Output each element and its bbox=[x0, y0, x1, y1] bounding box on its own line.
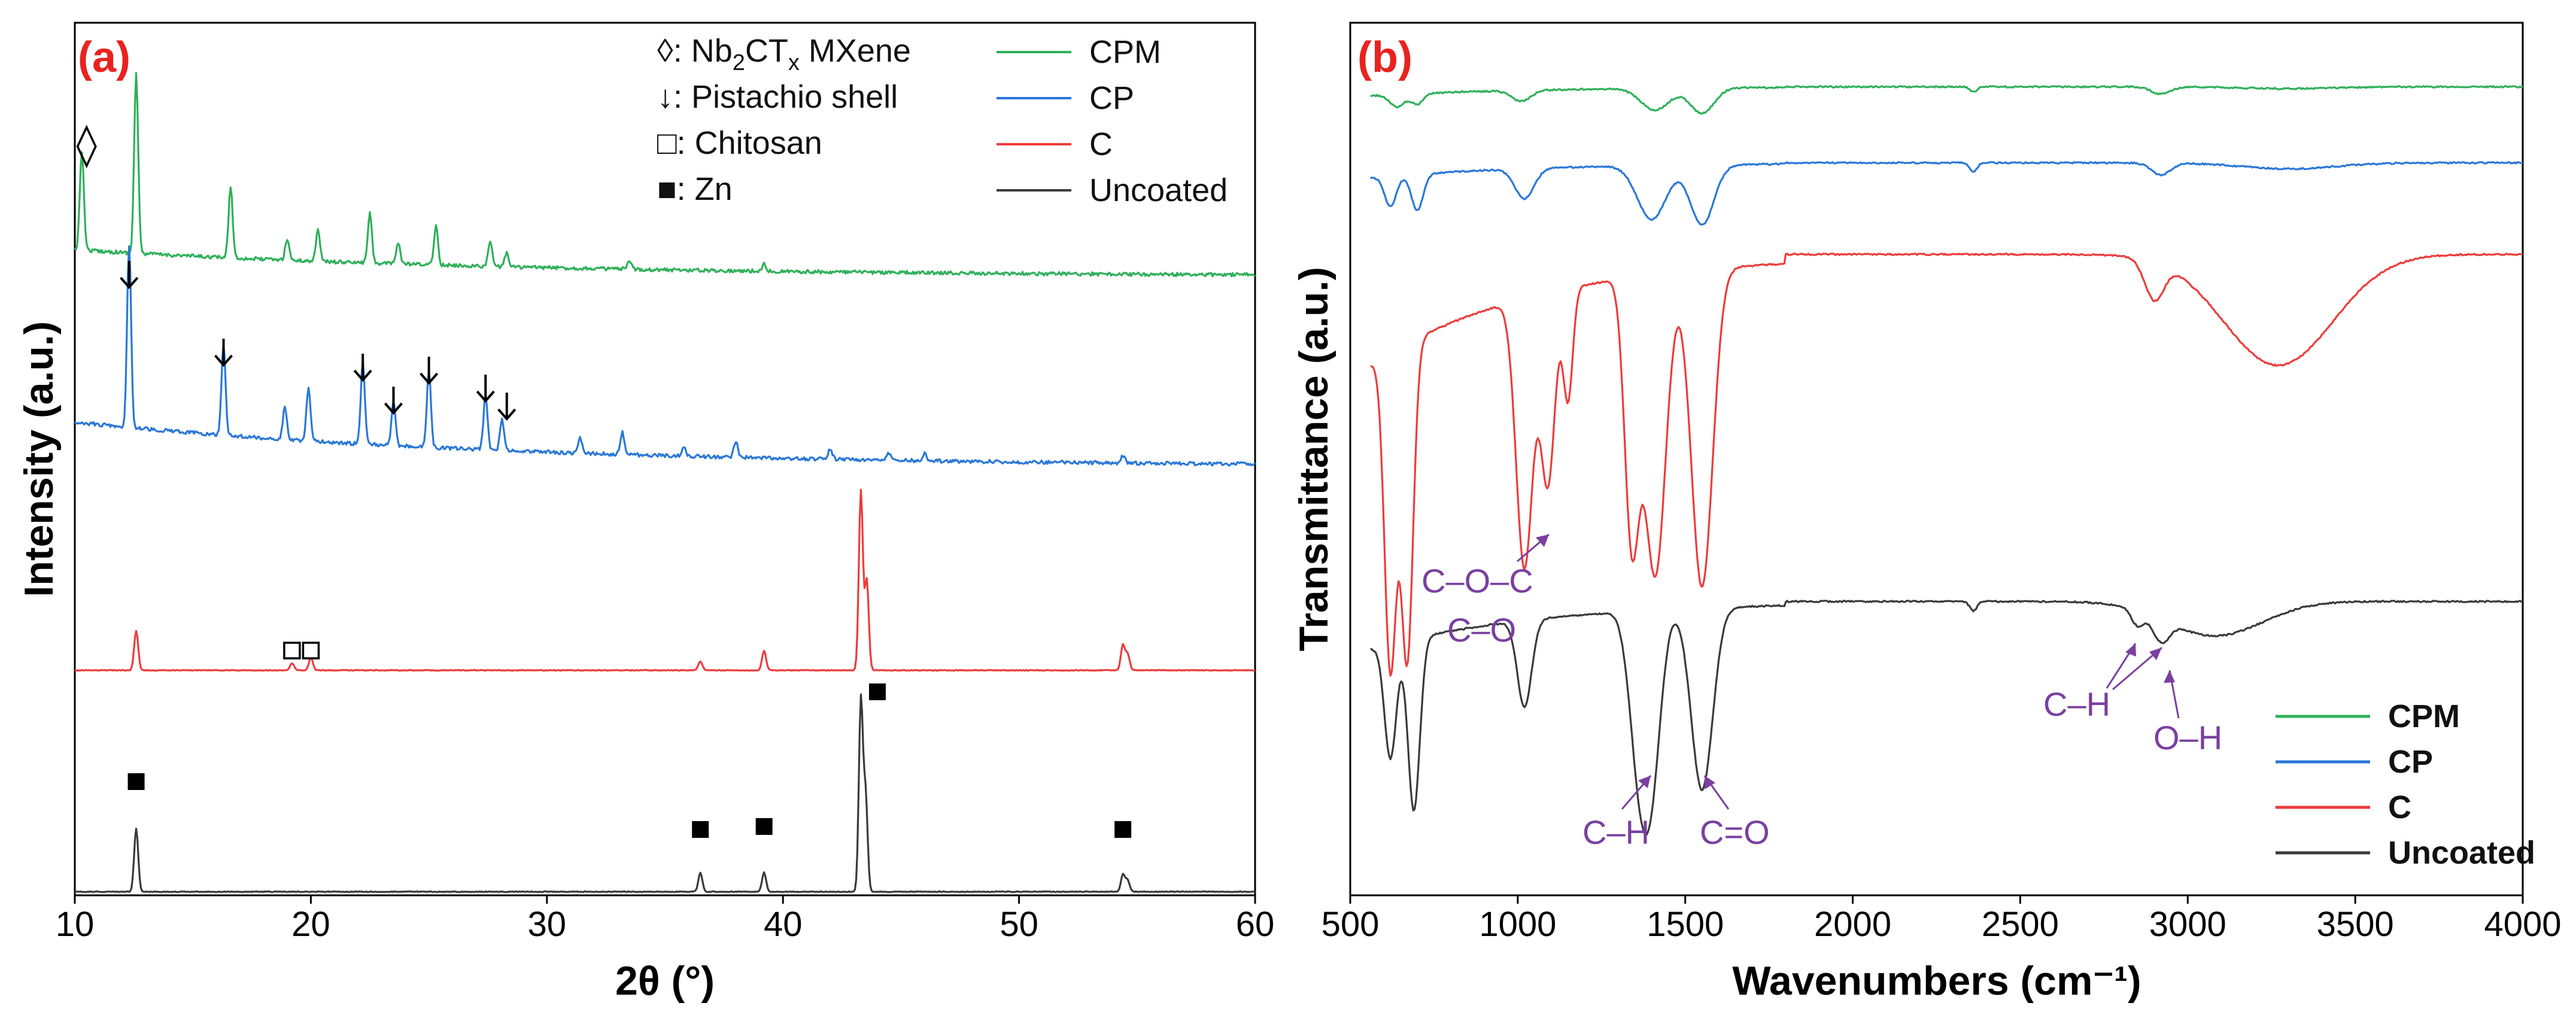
a-xtick-label: 50 bbox=[1000, 905, 1038, 944]
legend-mxene-text: : Nb bbox=[673, 33, 733, 69]
arrowhead-ch-left bbox=[1638, 776, 1651, 788]
annotation-co: C–O bbox=[1447, 611, 1516, 649]
a-legend-label-uncoated: Uncoated bbox=[1089, 172, 1228, 208]
panel-b-series-legend: CPM CP C Uncoated bbox=[2276, 698, 2535, 871]
panel-b: 500 1000 1500 2000 2500 3000 3500 4000 (b) Wave… bbox=[1291, 22, 2562, 1004]
arrowhead-ch-right-2 bbox=[2149, 648, 2162, 660]
annotation-ch-right: C–H bbox=[2043, 685, 2110, 723]
panel-b-frame bbox=[1349, 22, 2524, 897]
legend-mxene-symbol: ◊ bbox=[657, 33, 673, 69]
a-xtick-label: 20 bbox=[291, 905, 330, 944]
ftir-line-cpm bbox=[1370, 85, 2524, 115]
annotation-ch-left: C–H bbox=[1582, 813, 1650, 851]
annotation-oh: O–H bbox=[2153, 719, 2222, 756]
a-legend-label-cp: CP bbox=[1089, 80, 1134, 116]
legend-mxene-rest: MXene bbox=[800, 33, 911, 69]
legend-zn-symbol: ■ bbox=[657, 171, 677, 207]
b-legend-label-cpm: CPM bbox=[2388, 698, 2460, 734]
arrowhead-ch-right-1 bbox=[2125, 643, 2136, 657]
legend-chitosan: □: Chitosan bbox=[657, 125, 822, 161]
pistachio-marker bbox=[420, 357, 439, 385]
chitosan-marker bbox=[302, 642, 320, 660]
annotation-co-double: C=O bbox=[1700, 813, 1770, 851]
ftir-line-uncoated bbox=[1370, 600, 2523, 836]
b-xtick-label: 1000 bbox=[1479, 905, 1556, 944]
arrowhead-co-double bbox=[1705, 776, 1715, 789]
zn-marker bbox=[868, 683, 886, 700]
panel-a-marker-legend: ◊: Nb2CTx MXene ↓: Pistachio shell □: Ch… bbox=[657, 33, 911, 207]
legend-mxene-sub1: 2 bbox=[733, 50, 745, 75]
legend-pistachio: ↓: Pistachio shell bbox=[657, 79, 898, 115]
pistachio-marker bbox=[476, 375, 495, 403]
b-xtick-label: 3000 bbox=[2149, 905, 2226, 944]
a-legend-label-c: C bbox=[1089, 126, 1113, 162]
arrowhead-coc bbox=[1536, 534, 1549, 547]
annotation-arrowheads bbox=[1536, 534, 2175, 789]
panel-b-ticks: 500 1000 1500 2000 2500 3000 3500 4000 bbox=[1322, 895, 2562, 944]
xrd-line-uncoated bbox=[74, 693, 1256, 894]
annotation-arrows bbox=[1517, 533, 2180, 810]
xrd-line-cp bbox=[74, 245, 1256, 467]
panel-a-series-group bbox=[74, 72, 1256, 894]
legend-mxene-sub2: x bbox=[788, 50, 800, 75]
legend-zn-text: : Zn bbox=[677, 171, 733, 207]
panel-a-xlabel: 2θ (°) bbox=[615, 958, 715, 1004]
panel-a: 10 20 30 40 50 60 ◊ (a) 2θ (°) Intensity (a.u… bbox=[16, 22, 1275, 1004]
b-legend-label-c: C bbox=[2388, 789, 2411, 825]
panel-b-annotations: C–O–C C–O C–H C=O C–H O–H bbox=[1421, 533, 2222, 851]
xrd-line-c bbox=[74, 488, 1256, 672]
b-xtick-label: 3500 bbox=[2317, 905, 2394, 944]
legend-chitosan-text: : Chitosan bbox=[677, 125, 822, 161]
zn-marker bbox=[755, 818, 773, 835]
pistachio-marker bbox=[384, 387, 403, 415]
annotation-coc: C–O–C bbox=[1421, 562, 1533, 600]
a-xtick-label: 60 bbox=[1236, 905, 1275, 944]
legend-mxene: ◊: Nb2CTx MXene bbox=[657, 33, 911, 75]
pistachio-marker bbox=[497, 393, 517, 421]
xrd-line-cpm bbox=[74, 72, 1256, 278]
b-xtick-label: 2500 bbox=[1982, 905, 2059, 944]
b-xtick-label: 4000 bbox=[2484, 905, 2561, 944]
b-xtick-label: 500 bbox=[1322, 905, 1380, 944]
legend-chitosan-symbol: □ bbox=[657, 125, 677, 161]
legend-mxene-mid: CT bbox=[745, 33, 788, 69]
zn-marker bbox=[692, 821, 709, 838]
panel-b-ylabel: Transmittance (a.u.) bbox=[1291, 267, 1336, 651]
zn-marker bbox=[1114, 821, 1132, 838]
panel-a-label: (a) bbox=[78, 34, 130, 81]
b-xtick-label: 2000 bbox=[1814, 905, 1891, 944]
a-xtick-label: 30 bbox=[528, 905, 567, 944]
mxene-marker: ◊ bbox=[76, 120, 97, 169]
ftir-line-cp bbox=[1369, 161, 2523, 226]
panel-a-series-legend: CPM CP C Uncoated bbox=[997, 34, 1228, 208]
panel-a-frame bbox=[74, 22, 1256, 897]
b-legend-label-cp: CP bbox=[2388, 744, 2433, 780]
a-xtick-label: 40 bbox=[764, 905, 803, 944]
panel-b-label: (b) bbox=[1357, 34, 1412, 81]
panel-a-ylabel: Intensity (a.u.) bbox=[16, 321, 62, 597]
legend-pistachio-symbol: ↓ bbox=[657, 79, 673, 115]
panel-b-series-group bbox=[1369, 85, 2524, 836]
panel-a-ticks: 10 20 30 40 50 60 bbox=[56, 895, 1275, 944]
b-xtick-label: 1500 bbox=[1647, 905, 1724, 944]
pistachio-marker bbox=[353, 354, 372, 382]
panel-b-xlabel: Wavenumbers (cm⁻¹) bbox=[1732, 958, 2141, 1004]
a-xtick-label: 10 bbox=[56, 905, 95, 944]
pistachio-marker bbox=[214, 339, 233, 367]
panel-a-peak-markers: ◊ bbox=[76, 120, 1132, 838]
a-legend-label-cpm: CPM bbox=[1089, 34, 1161, 70]
chitosan-marker bbox=[283, 642, 301, 660]
b-legend-label-uncoated: Uncoated bbox=[2388, 835, 2535, 871]
ftir-line-c bbox=[1370, 253, 2523, 677]
zn-marker bbox=[127, 773, 145, 790]
pistachio-marker bbox=[120, 261, 139, 290]
legend-pistachio-text: : Pistachio shell bbox=[673, 79, 898, 115]
arrowhead-oh bbox=[2164, 670, 2175, 683]
legend-zn: ■: Zn bbox=[657, 171, 733, 207]
